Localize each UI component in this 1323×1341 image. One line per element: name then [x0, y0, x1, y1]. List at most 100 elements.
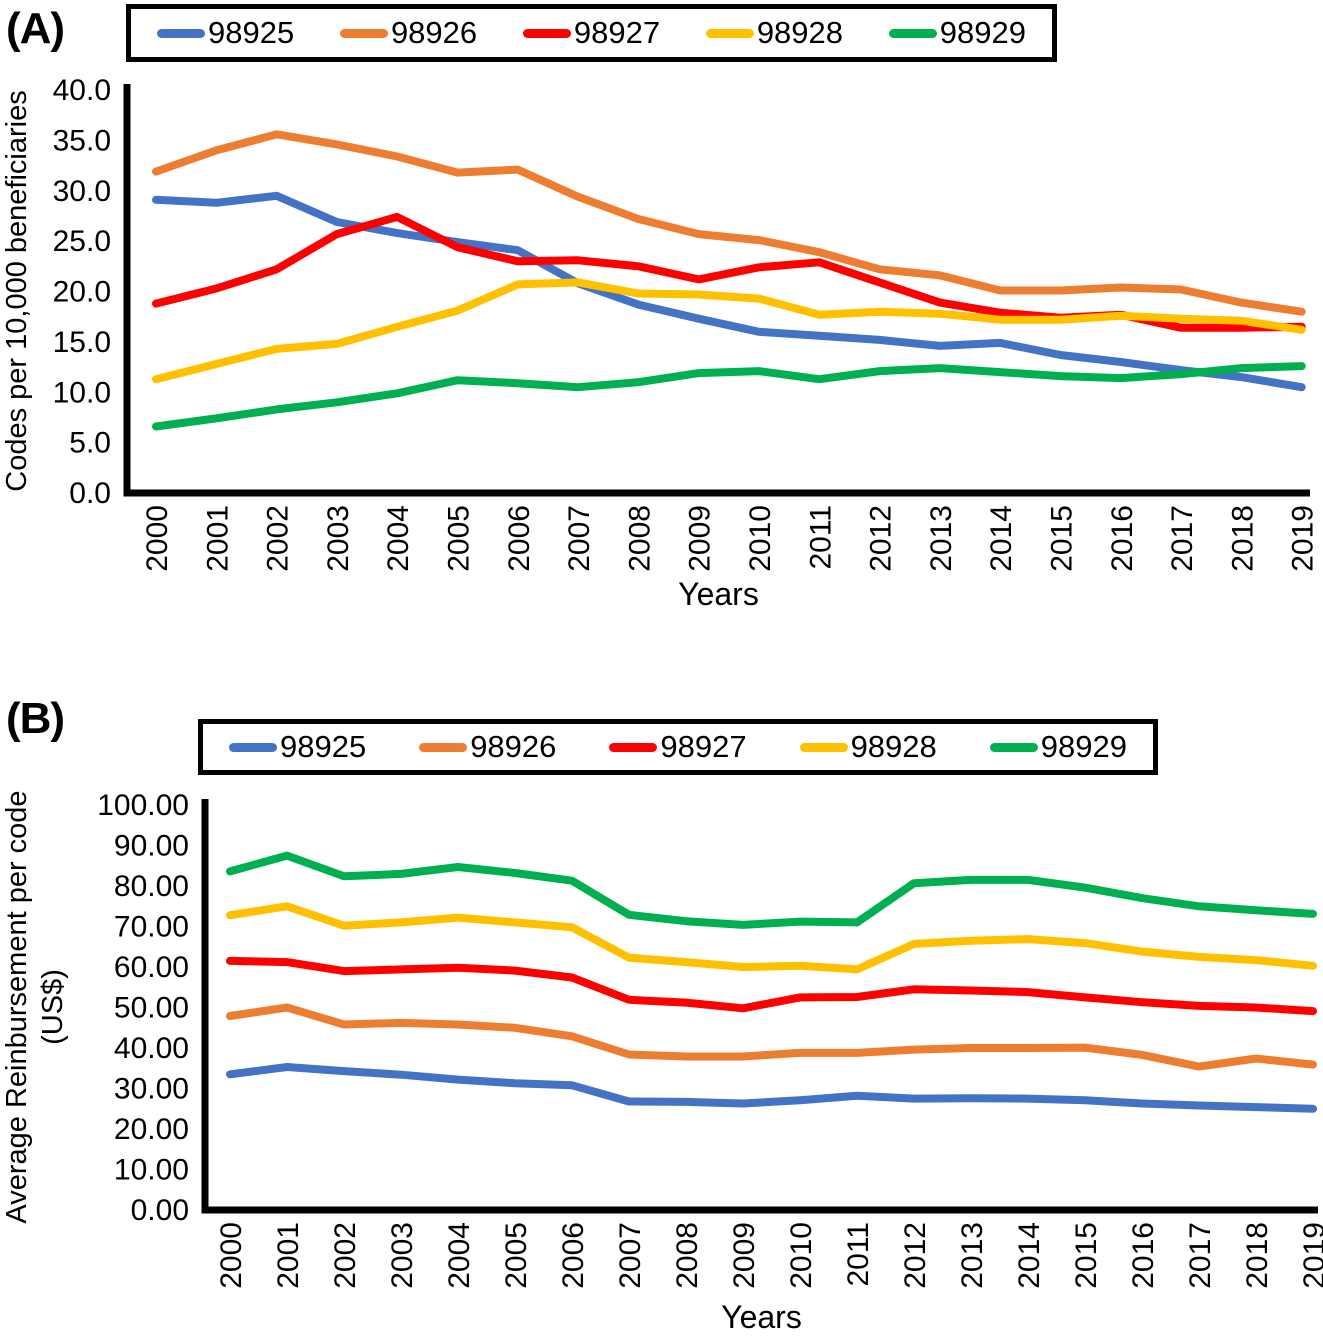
- series-line-98925: [226, 1063, 1317, 1113]
- legend-swatch-98928: [705, 28, 754, 38]
- x-tick-label: 2001: [201, 505, 234, 572]
- y-tick-label: 15.0: [53, 326, 111, 359]
- series-line-98929: [152, 362, 1306, 431]
- x-tick-label: 2015: [1070, 1222, 1103, 1289]
- panel-a-label: (A): [6, 4, 65, 53]
- x-tick-label: 2018: [1226, 505, 1259, 572]
- legend-swatch-98929: [989, 742, 1038, 752]
- series-line-98929: [226, 851, 1317, 929]
- legend-label-98926: 98926: [470, 729, 557, 764]
- x-tick-label: 2017: [1166, 505, 1199, 572]
- legend-label-98929: 98929: [1040, 729, 1127, 764]
- series-line-98926: [226, 1003, 1317, 1071]
- y-tick-label: 30.0: [53, 175, 111, 208]
- y-tick-label: 40.00: [114, 1032, 189, 1065]
- x-tick-label: 2008: [671, 1222, 704, 1289]
- legend-item-98927: 98927: [609, 729, 747, 765]
- legend-swatch-98925: [157, 28, 205, 38]
- legend-item-98925: 98925: [229, 729, 366, 765]
- x-tick-label: 2007: [614, 1222, 647, 1289]
- x-tick-label: 2002: [262, 505, 295, 572]
- x-axis-title: Years: [721, 1299, 802, 1335]
- legend-label-98925: 98925: [208, 15, 295, 50]
- x-tick-label: 2012: [865, 505, 898, 572]
- y-tick-label: 25.0: [53, 225, 111, 258]
- legend-label-98927: 98927: [660, 729, 747, 764]
- y-axis-title: Average Reinbursement per code: [1, 790, 33, 1223]
- legend-swatch-98927: [609, 742, 658, 752]
- y-tick-label: 40.0: [53, 74, 111, 107]
- x-tick-label: 2003: [386, 1222, 419, 1289]
- legend-swatch-98926: [419, 742, 468, 752]
- legend-label-98925: 98925: [280, 729, 367, 764]
- y-tick-label: 10.00: [114, 1154, 189, 1187]
- panel-b-label: (B): [6, 694, 65, 743]
- y-tick-label: 10.0: [53, 376, 111, 409]
- x-tick-label: 2013: [925, 505, 958, 572]
- legend-swatch-98927: [522, 28, 571, 38]
- x-tick-label: 2006: [503, 505, 536, 572]
- x-tick-label: 2005: [500, 1222, 533, 1289]
- series-line-98926: [152, 130, 1306, 316]
- series-line-98928: [152, 278, 1306, 384]
- x-tick-label: 2001: [272, 1222, 305, 1289]
- x-axis-title: Years: [678, 576, 759, 612]
- y-tick-label: 0.00: [131, 1194, 189, 1227]
- x-tick-label: 2004: [382, 505, 415, 572]
- x-tick-label: 2000: [215, 1222, 248, 1289]
- x-tick-label: 2016: [1127, 1222, 1160, 1289]
- y-axis-title-line2: (US$): [37, 969, 69, 1045]
- legend-swatch-98928: [799, 742, 848, 752]
- y-tick-label: 0.0: [69, 477, 111, 510]
- x-tick-label: 2008: [623, 505, 656, 572]
- x-tick-label: 2015: [1046, 505, 1079, 572]
- y-axis-title: Codes per 10,000 beneficiaries: [1, 90, 33, 491]
- y-tick-label: 100.00: [97, 789, 189, 822]
- legend-label-98929: 98929: [939, 15, 1026, 50]
- y-tick-label: 90.00: [114, 830, 189, 863]
- x-tick-label: 2017: [1184, 1222, 1217, 1289]
- x-tick-label: 2004: [443, 1222, 476, 1289]
- x-tick-label: 2006: [557, 1222, 590, 1289]
- y-tick-label: 80.00: [114, 870, 189, 903]
- x-tick-label: 2009: [728, 1222, 761, 1289]
- series-line-98928: [226, 902, 1317, 974]
- legend-item-98929: 98929: [888, 15, 1026, 51]
- x-tick-label: 2005: [443, 505, 476, 572]
- x-tick-label: 2002: [329, 1222, 362, 1289]
- legend-label-98926: 98926: [390, 15, 478, 50]
- x-tick-label: 2009: [684, 505, 717, 572]
- legend-item-98925: 98925: [157, 15, 294, 51]
- series-line-98927: [226, 956, 1317, 1016]
- legend-label-98928: 98928: [850, 729, 937, 764]
- x-tick-label: 2003: [322, 505, 355, 572]
- y-tick-label: 20.0: [53, 276, 111, 309]
- x-tick-label: 2007: [563, 505, 596, 572]
- axis-lines: [201, 799, 1318, 1214]
- panel-b-legend: 98925 98926 98927 98928 98929: [198, 719, 1158, 775]
- x-tick-label: 2012: [899, 1222, 932, 1289]
- legend-item-98928: 98928: [799, 729, 937, 765]
- legend-swatch-98929: [888, 28, 937, 38]
- series-line-98925: [152, 191, 1306, 392]
- x-tick-label: 2000: [141, 505, 174, 572]
- x-tick-label: 2010: [785, 1222, 818, 1289]
- x-tick-label: 2016: [1106, 505, 1139, 572]
- y-tick-label: 50.00: [114, 992, 189, 1025]
- x-tick-label: 2019: [1287, 505, 1320, 572]
- y-tick-label: 5.0: [69, 427, 111, 460]
- axis-lines: [123, 84, 1310, 497]
- y-tick-label: 30.00: [114, 1073, 189, 1106]
- x-tick-label: 2019: [1298, 1222, 1323, 1289]
- panel-a-chart: 0.0 5.0 10.0 15.0 20.0 25.0 30.0 35.0 40.0 2000 20…: [1, 74, 1320, 612]
- legend-label-98928: 98928: [756, 15, 844, 50]
- legend-item-98927: 98927: [522, 15, 661, 51]
- y-tick-label: 20.00: [114, 1113, 189, 1146]
- legend-swatch-98926: [339, 28, 388, 38]
- x-tick-label: 2014: [985, 505, 1018, 572]
- y-tick-label: 70.00: [114, 911, 189, 944]
- legend-swatch-98925: [229, 742, 277, 752]
- legend-label-98927: 98927: [573, 15, 661, 50]
- x-tick-label: 2011: [842, 1222, 875, 1287]
- legend-item-98929: 98929: [989, 729, 1127, 765]
